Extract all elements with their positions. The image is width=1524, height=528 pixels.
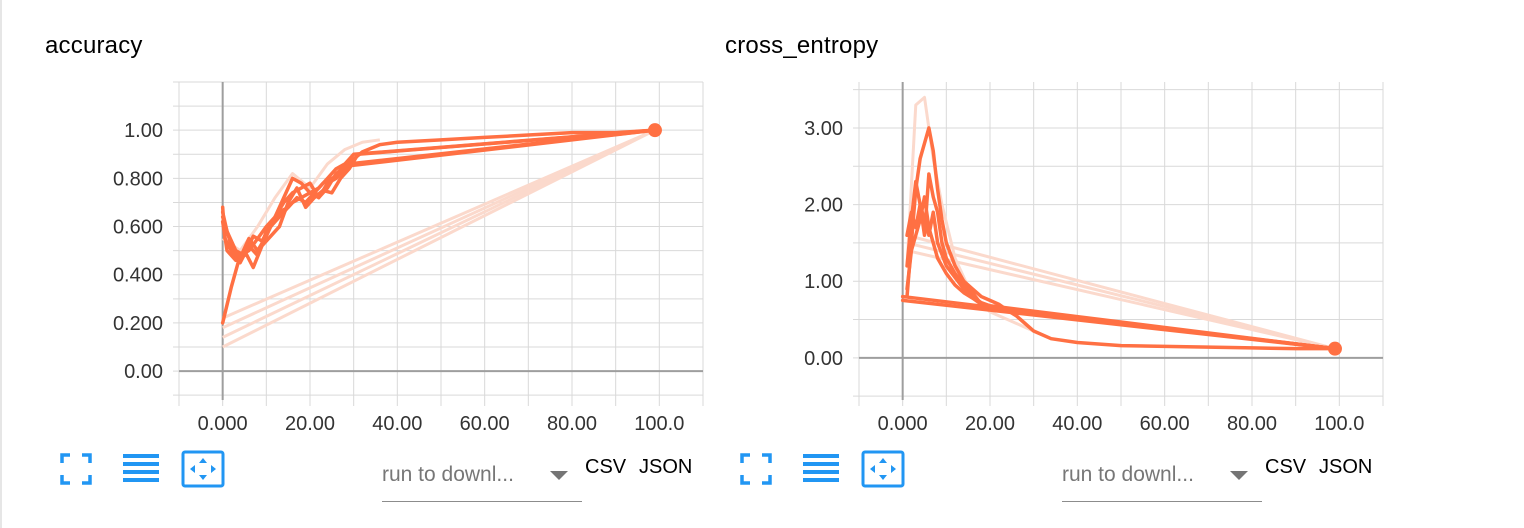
fullscreen-button[interactable] [57, 450, 95, 488]
y-tick-label: 2.00 [804, 195, 843, 217]
y-tick-label: 1.00 [124, 120, 163, 142]
fit-domain-icon [181, 450, 225, 488]
list-icon [803, 454, 839, 482]
run-select[interactable]: run to downl... [382, 455, 582, 502]
csv-download-link[interactable]: CSV [585, 456, 627, 478]
fullscreen-icon [740, 453, 772, 485]
run-select[interactable]: run to downl... [1062, 455, 1262, 502]
x-tick-label: 20.00 [965, 413, 1015, 435]
x-tick-label: 20.00 [285, 413, 335, 435]
end-point-marker[interactable] [1327, 341, 1342, 356]
accuracy-card: accuracy 0.000 20.00 40.00 60.00 80.00 100.0 0… [45, 0, 745, 528]
cross-entropy-chart[interactable]: 0.000 20.00 40.00 60.00 80.00 100.0 0.00 1.00 2.… [725, 0, 1425, 440]
y-tick-label: 1.00 [804, 271, 843, 293]
faint-series-line [905, 95, 1044, 337]
series-line [905, 195, 1337, 351]
fullscreen-icon [60, 453, 92, 485]
x-tick-label: 40.00 [372, 413, 422, 435]
panel-border [0, 0, 2, 528]
y-tick-label: 0.200 [113, 313, 163, 335]
end-point-marker[interactable] [647, 123, 662, 138]
x-tick-label: 60.00 [460, 413, 510, 435]
run-select-placeholder: run to downl... [1062, 463, 1194, 486]
toggle-log-button[interactable] [801, 450, 839, 488]
accuracy-chart[interactable]: 0.000 20.00 40.00 60.00 80.00 100.0 0.00 0.200 0… [45, 0, 745, 440]
y-tick-label: 0.00 [804, 348, 843, 370]
y-tick-label: 0.600 [113, 217, 163, 239]
y-tick-label: 0.00 [124, 361, 163, 383]
csv-download-link[interactable]: CSV [1265, 456, 1307, 478]
fit-domain-button[interactable] [861, 450, 905, 488]
y-tick-label: 0.800 [113, 168, 163, 190]
toggle-log-button[interactable] [121, 450, 159, 488]
y-tick-label: 0.400 [113, 265, 163, 287]
x-tick-label: 40.00 [1052, 413, 1102, 435]
series-line [220, 128, 657, 260]
fullscreen-button[interactable] [737, 450, 775, 488]
dropdown-arrow-icon [1230, 471, 1248, 480]
chart-title: cross_entropy [725, 32, 879, 59]
dropdown-arrow-icon [550, 471, 568, 480]
y-tick-label: 3.00 [804, 118, 843, 140]
x-tick-label: 0.000 [198, 413, 248, 435]
x-tick-label: 100.0 [1314, 413, 1364, 435]
x-tick-label: 100.0 [634, 413, 684, 435]
cross-entropy-card: cross_entropy 0.000 20.00 40.00 60.00 80.00 1… [725, 0, 1425, 528]
json-download-link[interactable]: JSON [1319, 456, 1373, 478]
json-download-link[interactable]: JSON [639, 456, 693, 478]
chart-title: accuracy [45, 32, 143, 59]
faint-series-line [906, 249, 1336, 351]
x-tick-label: 80.00 [547, 413, 597, 435]
fit-domain-icon [861, 450, 905, 488]
faint-series-line [222, 128, 656, 320]
run-select-placeholder: run to downl... [382, 463, 514, 486]
x-tick-label: 80.00 [1227, 413, 1277, 435]
x-tick-label: 0.000 [878, 413, 928, 435]
series-line [905, 126, 1337, 351]
x-tick-label: 60.00 [1140, 413, 1190, 435]
list-icon [123, 454, 159, 482]
fit-domain-button[interactable] [181, 450, 225, 488]
